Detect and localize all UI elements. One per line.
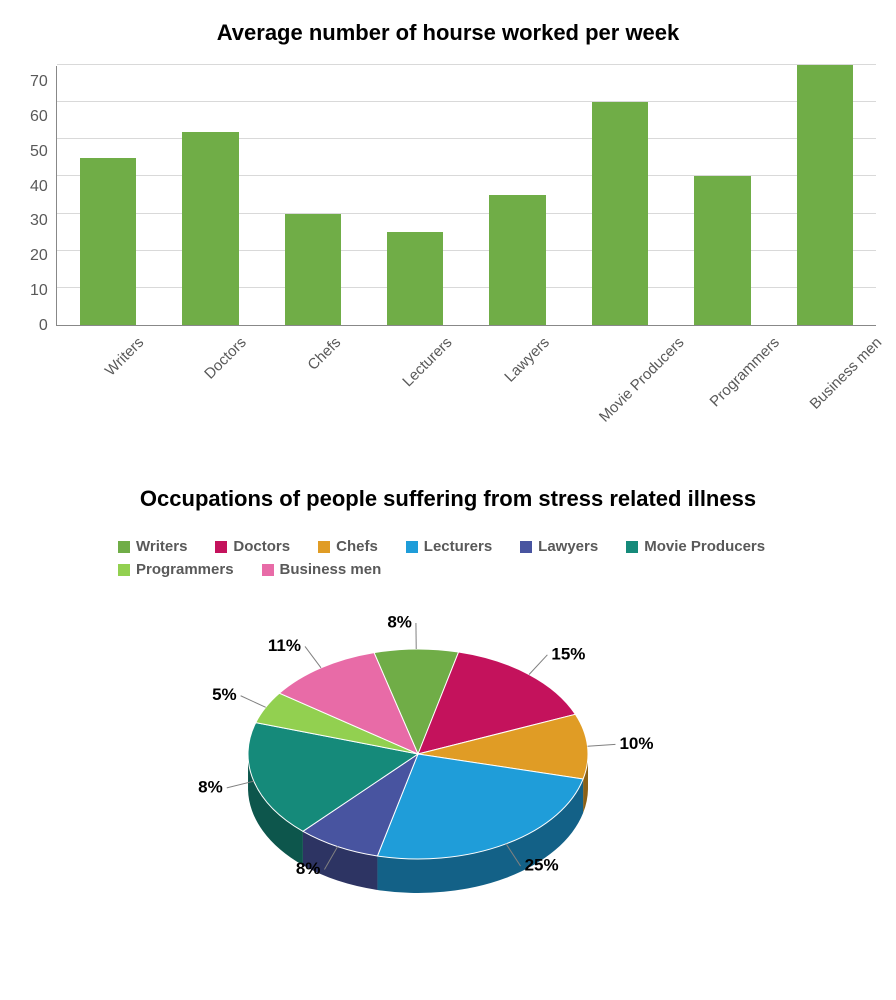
bar	[592, 102, 648, 325]
bar-slot	[57, 66, 159, 325]
y-tick-label: 0	[39, 318, 48, 334]
bar-chart: 706050403020100	[30, 66, 876, 326]
y-tick-label: 10	[30, 283, 48, 299]
pie-leader-line	[588, 744, 616, 746]
legend-item: Writers	[118, 538, 187, 555]
pie-pct-label: 11%	[268, 636, 301, 655]
bar-chart-title: Average number of hourse worked per week	[20, 20, 876, 46]
pie-pct-label: 8%	[296, 859, 321, 878]
bar-slot	[364, 66, 466, 325]
bar	[694, 176, 750, 325]
y-tick-label: 40	[30, 179, 48, 195]
legend-item: Chefs	[318, 538, 378, 555]
legend-label: Programmers	[136, 561, 234, 578]
pie-chart-container: Occupations of people suffering from str…	[20, 486, 876, 924]
bar-slot	[671, 66, 773, 325]
legend-swatch	[626, 541, 638, 553]
legend-item: Programmers	[118, 561, 234, 578]
bar	[387, 232, 443, 325]
pie-pct-label: 25%	[525, 856, 559, 875]
pie-pct-label: 15%	[551, 644, 585, 663]
pie-pct-label: 5%	[212, 685, 237, 704]
bar-chart-bars	[57, 66, 876, 325]
pie-pct-label: 10%	[619, 734, 653, 753]
legend-label: Lecturers	[424, 538, 492, 555]
pie-pct-label: 18%	[198, 777, 223, 796]
bar	[489, 195, 545, 325]
pie-leader-line	[305, 646, 321, 667]
legend-item: Movie Producers	[626, 538, 765, 555]
y-tick-label: 70	[30, 74, 48, 90]
legend-label: Business men	[280, 561, 382, 578]
bar-slot	[774, 66, 876, 325]
bar-slot	[262, 66, 364, 325]
legend-swatch	[520, 541, 532, 553]
pie-leader-line	[529, 655, 547, 675]
pie-pct-label: 8%	[387, 612, 412, 631]
bar-slot	[159, 66, 261, 325]
pie-leader-line	[241, 696, 266, 708]
legend-label: Writers	[136, 538, 187, 555]
y-tick-label: 60	[30, 109, 48, 125]
pie-chart-legend: Writers Doctors Chefs Lecturers Lawyers Movie…	[98, 532, 798, 584]
legend-swatch	[262, 564, 274, 576]
legend-swatch	[215, 541, 227, 553]
bar-chart-y-axis: 706050403020100	[30, 66, 56, 326]
pie-chart-svg: 8% 15% 10% 25% 8% 18% 5% 11%	[198, 604, 698, 924]
x-label-slot: Writers	[62, 326, 162, 446]
legend-item: Lecturers	[406, 538, 492, 555]
bar-chart-x-labels: WritersDoctorsChefsLecturersLawyersMovie…	[62, 326, 876, 446]
legend-item: Doctors	[215, 538, 290, 555]
bar	[285, 214, 341, 325]
bar-chart-plot-area	[56, 66, 876, 326]
y-tick-label: 30	[30, 213, 48, 229]
legend-swatch	[118, 564, 130, 576]
bar-chart-container: Average number of hourse worked per week…	[20, 20, 876, 446]
bar	[797, 65, 853, 325]
bar-slot	[569, 66, 671, 325]
legend-swatch	[318, 541, 330, 553]
legend-item: Lawyers	[520, 538, 598, 555]
y-tick-label: 20	[30, 248, 48, 264]
x-label: Business men	[806, 334, 896, 480]
y-tick-label: 50	[30, 144, 48, 160]
bar-slot	[466, 66, 568, 325]
legend-label: Chefs	[336, 538, 378, 555]
legend-label: Lawyers	[538, 538, 598, 555]
legend-item: Business men	[262, 561, 382, 578]
legend-label: Movie Producers	[644, 538, 765, 555]
bar	[182, 132, 238, 325]
gridline	[57, 64, 876, 65]
bar	[80, 158, 136, 325]
legend-swatch	[406, 541, 418, 553]
legend-label: Doctors	[233, 538, 290, 555]
legend-swatch	[118, 541, 130, 553]
pie-chart-area: 8% 15% 10% 25% 8% 18% 5% 11%	[20, 604, 876, 924]
